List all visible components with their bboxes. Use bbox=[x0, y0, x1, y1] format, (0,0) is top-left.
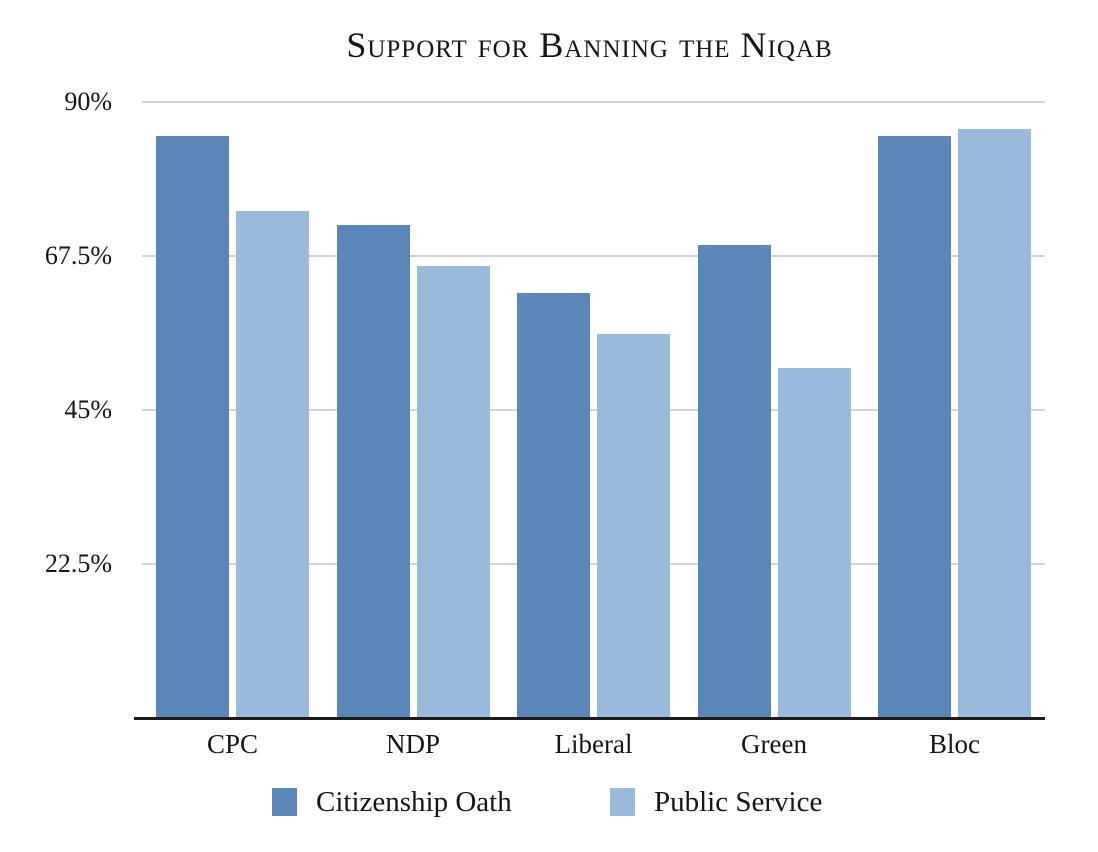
bar-cpc-citizenship-oath bbox=[156, 135, 229, 718]
bar-bloc-citizenship-oath bbox=[878, 135, 951, 718]
x-axis-line bbox=[134, 716, 1045, 720]
gridline-67-5- bbox=[142, 254, 1045, 257]
xtick-label-ndp: NDP bbox=[385, 729, 440, 759]
bar-liberal-citizenship-oath bbox=[517, 293, 590, 718]
bar-ndp-citizenship-oath bbox=[336, 224, 410, 718]
gridline-22-5- bbox=[142, 562, 1045, 565]
bar-bloc-public-service bbox=[958, 128, 1031, 718]
bar-cpc-public-service bbox=[236, 211, 309, 718]
xtick-label-liberal: Liberal bbox=[554, 729, 633, 759]
xtick-label-bloc: Bloc bbox=[929, 729, 980, 759]
ytick-label-67-5-: 67.5% bbox=[44, 240, 112, 270]
legend-label-citizenship-oath: Citizenship Oath bbox=[316, 785, 512, 818]
gridline-45- bbox=[142, 408, 1045, 411]
legend-swatch-citizenship-oath bbox=[272, 788, 297, 816]
gridline-90- bbox=[142, 100, 1045, 103]
legend-swatch-public-service bbox=[610, 788, 635, 816]
bar-liberal-public-service bbox=[597, 334, 670, 718]
bar-green-citizenship-oath bbox=[697, 245, 771, 718]
xtick-label-cpc: CPC bbox=[206, 729, 259, 759]
ytick-label-90-: 90% bbox=[64, 86, 112, 116]
xtick-label-green: Green bbox=[741, 729, 807, 759]
bar-green-public-service bbox=[777, 368, 851, 718]
legend-item-public-service: Public Service bbox=[610, 785, 823, 818]
bar-ndp-public-service bbox=[416, 265, 490, 718]
legend-item-citizenship-oath: Citizenship Oath bbox=[272, 785, 512, 818]
legend-label-public-service: Public Service bbox=[654, 785, 823, 818]
ytick-label-22-5-: 22.5% bbox=[44, 548, 112, 578]
chart-title: Support for Banning the Niqab bbox=[346, 25, 833, 65]
ytick-label-45-: 45% bbox=[64, 394, 112, 424]
